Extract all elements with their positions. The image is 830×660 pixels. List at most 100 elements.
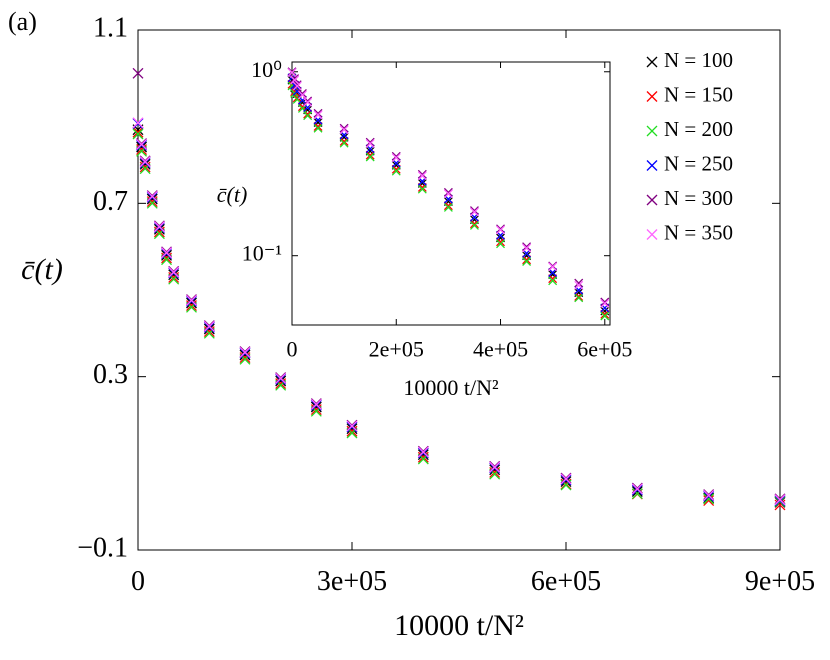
data-point [346,423,358,435]
marker-stroke [339,136,349,146]
data-point [203,323,215,335]
data-point [489,461,501,473]
marker-stroke [339,123,349,133]
marker-stroke [522,257,532,266]
data-point [522,242,532,252]
marker-stroke [417,446,429,458]
marker-stroke [443,201,453,211]
data-point [417,171,427,181]
marker-stroke [153,221,165,233]
marker-stroke [574,293,584,303]
y-axis-label: c̄(t) [217,182,248,207]
marker-stroke [560,473,572,485]
data-point [239,349,251,361]
data-point [600,311,610,321]
legend-label: N = 200 [664,117,733,141]
marker-stroke [139,156,151,168]
data-point [132,128,144,140]
data-point [313,122,323,131]
marker-stroke [522,255,532,265]
data-point [443,201,453,211]
marker-stroke [290,75,300,85]
marker-stroke [287,68,297,78]
data-point [239,346,251,358]
data-point [292,81,302,91]
marker-stroke [646,91,658,102]
marker-stroke [631,483,643,495]
data-point [186,294,197,306]
data-point [496,239,505,249]
y-tick-label: 10⁰ [251,57,282,82]
marker-stroke [132,117,144,129]
data-point [469,219,479,229]
marker-stroke [548,270,558,279]
marker-stroke [365,152,375,162]
marker-stroke [631,486,643,497]
marker-stroke [168,266,180,278]
x-tick-label: 6e+05 [531,566,601,597]
marker-stroke [391,153,401,163]
data-point [574,293,584,303]
marker-stroke [290,74,300,84]
legend-marker [646,194,658,206]
data-point [522,257,532,266]
data-point [290,87,300,97]
marker-stroke [646,56,658,68]
marker-stroke [313,108,323,118]
data-point [574,280,584,290]
marker-stroke [574,278,584,288]
data-point [339,123,349,133]
marker-stroke [146,193,158,205]
marker-stroke [339,138,349,148]
marker-stroke [346,423,358,435]
data-point [339,125,349,135]
y-tick-label: −0.1 [77,532,128,563]
marker-stroke [774,494,786,506]
data-point [161,247,172,259]
marker-stroke [646,194,658,206]
data-point [560,476,572,487]
marker-stroke [522,242,532,252]
data-point [469,206,479,216]
data-point [161,249,172,261]
data-point [290,74,300,84]
marker-stroke [469,207,479,217]
y-tick-label: 0.3 [93,359,128,390]
marker-stroke [146,190,158,202]
x-tick-label: 4e+05 [473,336,528,361]
marker-stroke [443,187,453,197]
data-point [139,156,151,168]
marker-stroke [297,89,307,98]
marker-stroke [313,122,323,131]
data-point [417,446,429,458]
y-tick-label: 0.7 [93,186,128,217]
marker-stroke [310,398,322,410]
data-point [548,276,558,286]
data-point [346,420,358,432]
y-axis-label: c̄(t) [21,253,63,286]
data-point [313,108,323,118]
marker-stroke [136,138,148,150]
x-tick-label: 3e+05 [317,566,387,597]
data-point [139,158,151,170]
marker-stroke [132,126,144,138]
data-point [146,190,158,202]
data-point [391,151,401,161]
data-point [391,166,401,176]
marker-stroke [646,229,658,240]
marker-stroke [339,125,349,135]
data-point [132,67,144,79]
data-point [417,184,427,194]
data-point [417,169,427,179]
data-point [132,126,144,138]
data-point [287,68,297,78]
marker-stroke [417,449,429,461]
marker-stroke [496,237,505,247]
legend-marker [646,160,658,171]
marker-stroke [469,206,479,216]
data-point [290,75,300,85]
marker-stroke [600,311,610,321]
marker-stroke [365,137,375,147]
data-point [339,136,349,146]
